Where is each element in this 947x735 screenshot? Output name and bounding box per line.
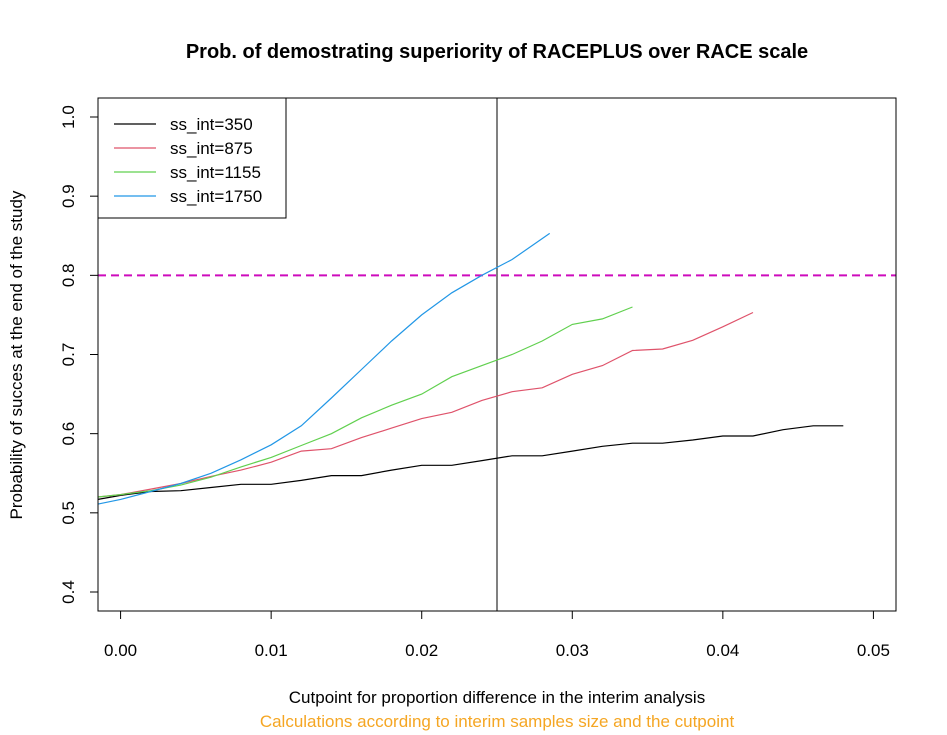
legend-label: ss_int=1750 xyxy=(170,187,262,206)
y-axis-label: Probability of succes at the end of the … xyxy=(7,190,26,519)
legend: ss_int=350 ss_int=875 ss_int=1155 ss_int=17… xyxy=(97,97,287,219)
x-tick-label: 0.00 xyxy=(104,641,137,660)
y-tick-label: 1.0 xyxy=(59,105,78,129)
chart-subtitle: Calculations according to interim sample… xyxy=(260,712,735,731)
y-tick-label: 0.7 xyxy=(59,343,78,367)
y-tick-label: 0.4 xyxy=(59,580,78,604)
x-tick-label: 0.01 xyxy=(255,641,288,660)
legend-label: ss_int=350 xyxy=(170,115,253,134)
series-line-ss-int-1155 xyxy=(97,306,633,498)
y-tick-label: 0.6 xyxy=(59,422,78,446)
legend-label: ss_int=1155 xyxy=(170,163,261,182)
y-tick-label: 0.8 xyxy=(59,264,78,288)
x-tick-label: 0.05 xyxy=(857,641,890,660)
x-tick-label: 0.02 xyxy=(405,641,438,660)
x-axis-label: Cutpoint for proportion difference in th… xyxy=(289,688,705,707)
series-line-ss-int-1750 xyxy=(97,232,551,505)
series-line-ss-int-875 xyxy=(97,311,754,498)
x-tick-label: 0.03 xyxy=(556,641,589,660)
x-tick-label: 0.04 xyxy=(706,641,739,660)
series-line-ss-int-350 xyxy=(97,425,844,500)
y-tick-label: 0.5 xyxy=(59,501,78,525)
legend-box xyxy=(97,97,287,219)
chart-title: Prob. of demostrating superiority of RAC… xyxy=(186,41,808,63)
legend-label: ss_int=875 xyxy=(170,139,253,158)
y-tick-label: 0.9 xyxy=(59,184,78,208)
